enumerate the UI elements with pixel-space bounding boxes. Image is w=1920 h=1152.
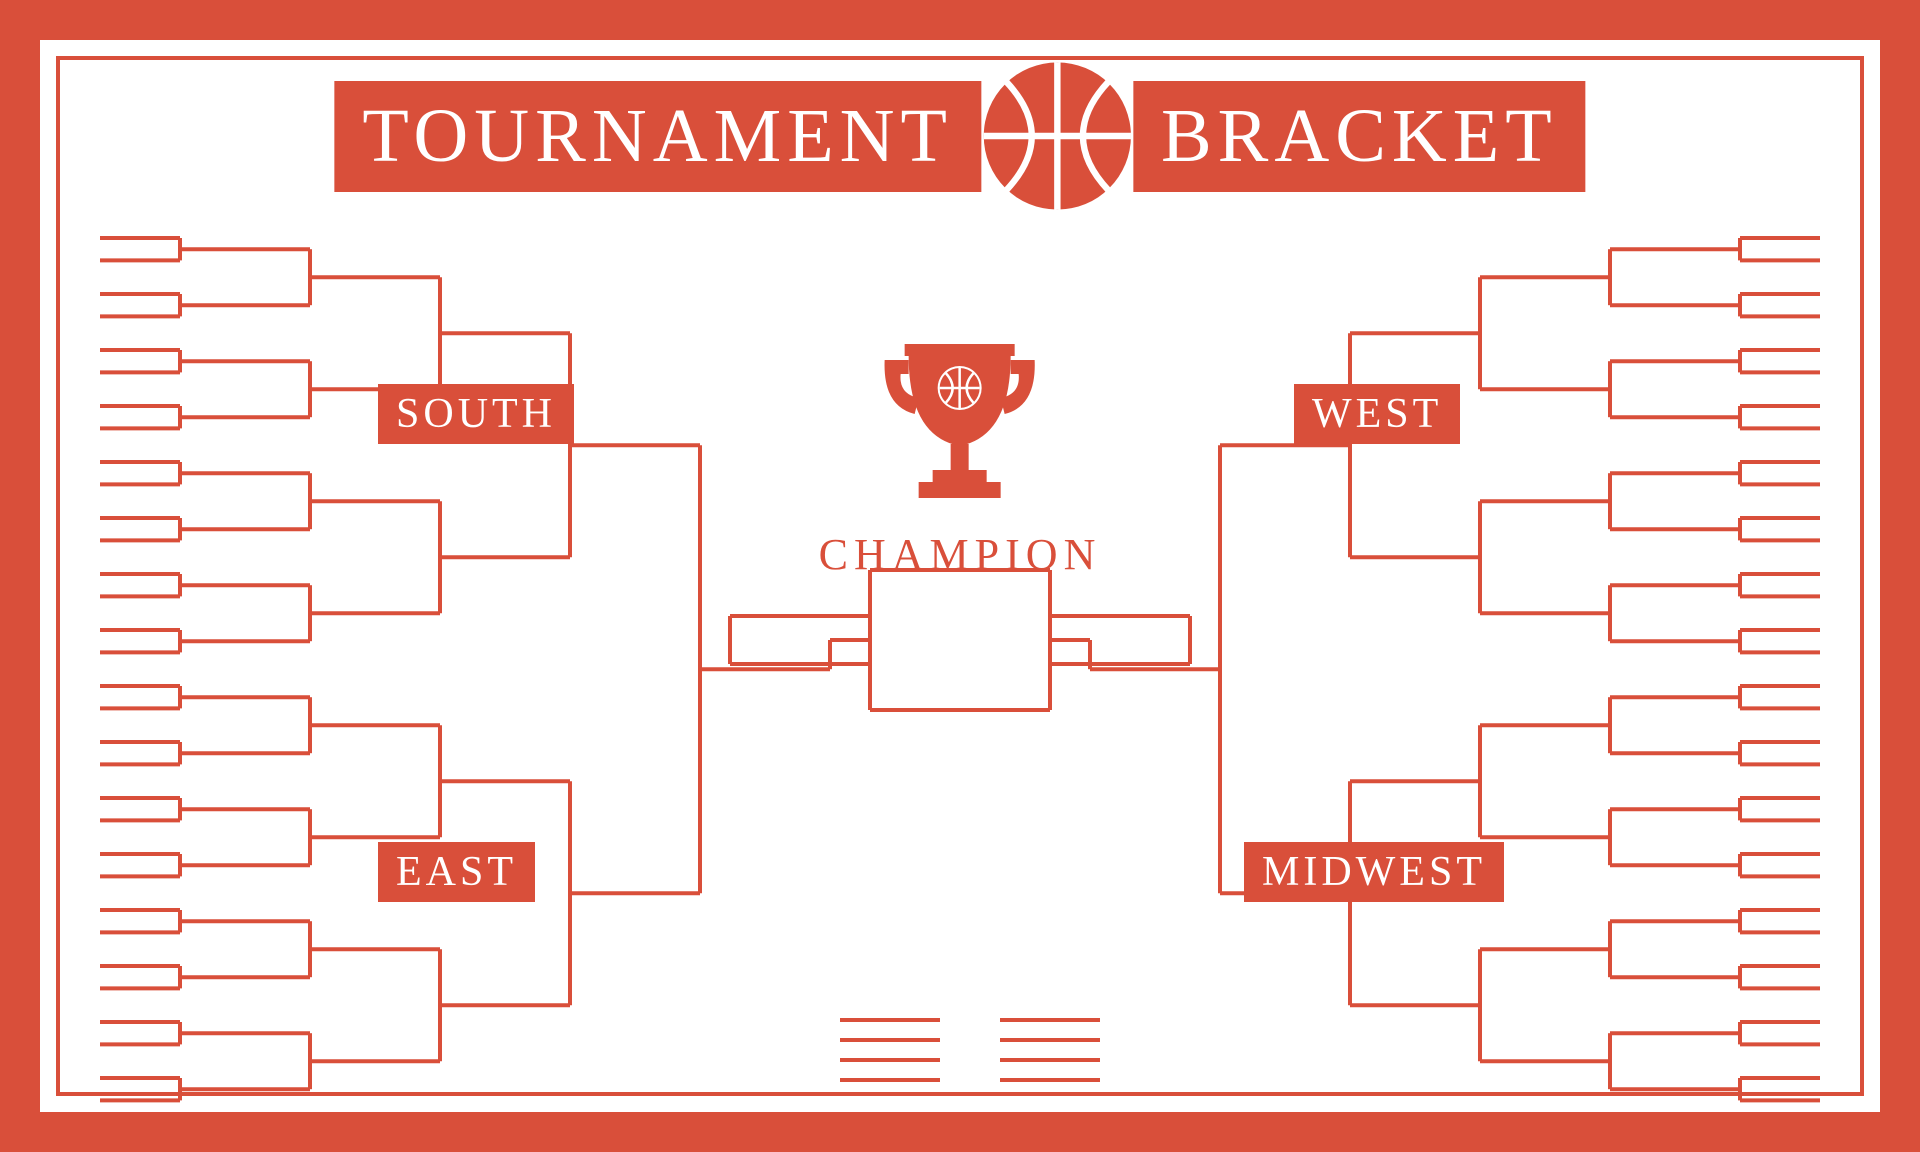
region-midwest: MIDWEST: [1244, 842, 1504, 902]
trophy-icon: [875, 336, 1045, 516]
champion-block: CHAMPION: [819, 336, 1102, 580]
region-east: EAST: [378, 842, 535, 902]
title-banner: TOURNAMENT BRACKET: [334, 56, 1585, 216]
title-left: TOURNAMENT: [334, 81, 981, 192]
region-west: WEST: [1294, 384, 1460, 444]
bracket-poster: TOURNAMENT BRACKET CHAMPION SOUTH: [0, 0, 1920, 1152]
champion-label: CHAMPION: [819, 529, 1102, 580]
title-right: BRACKET: [1133, 81, 1586, 192]
basketball-icon: [977, 56, 1137, 216]
region-south: SOUTH: [378, 384, 574, 444]
